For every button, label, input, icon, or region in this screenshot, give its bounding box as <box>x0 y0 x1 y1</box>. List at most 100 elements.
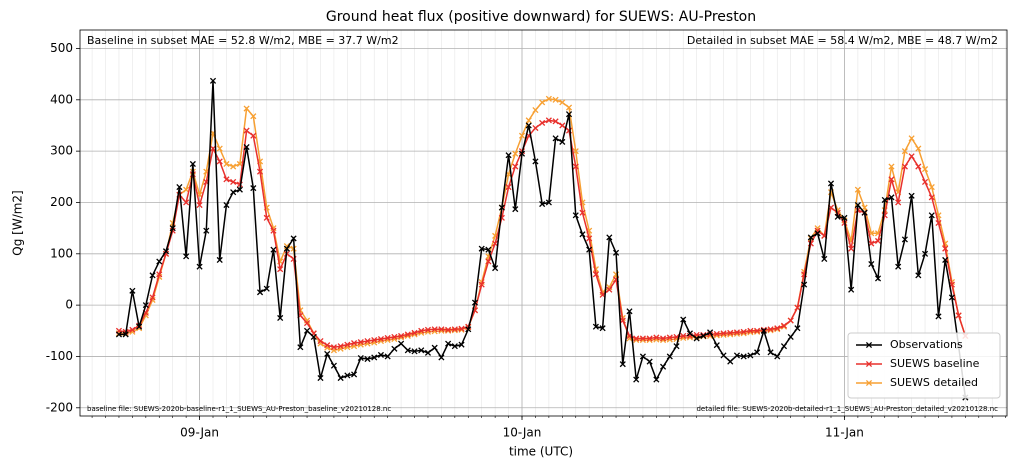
marker <box>653 376 660 383</box>
marker <box>317 337 324 345</box>
marker <box>787 317 794 324</box>
marker <box>921 178 929 185</box>
marker <box>404 331 411 338</box>
marker <box>183 186 190 193</box>
marker <box>357 339 364 346</box>
marker <box>861 209 868 216</box>
marker <box>256 289 264 296</box>
marker <box>525 117 532 124</box>
marker <box>928 194 935 201</box>
marker <box>411 348 418 355</box>
marker <box>579 231 586 238</box>
marker <box>626 308 633 315</box>
marker <box>310 333 317 341</box>
marker <box>377 335 384 343</box>
marker <box>780 343 788 350</box>
marker <box>518 132 526 139</box>
annotation: detailed file: SUEWS-2020b-detailed-r1_1… <box>696 405 998 413</box>
marker <box>740 328 747 335</box>
marker <box>115 331 123 338</box>
marker <box>162 248 170 255</box>
marker <box>774 325 781 332</box>
marker <box>921 250 929 257</box>
marker <box>565 111 573 118</box>
marker <box>438 354 445 361</box>
legend: Observations SUEWS baseline SUEWS detailed <box>847 332 1001 399</box>
marker <box>666 353 673 360</box>
marker <box>149 272 156 279</box>
marker <box>270 227 277 234</box>
marker <box>606 286 613 293</box>
marker <box>324 342 331 349</box>
marker <box>290 235 297 242</box>
marker <box>774 353 781 360</box>
marker <box>801 281 808 288</box>
marker <box>673 343 680 350</box>
marker <box>532 124 539 132</box>
y-axis-label: Qg [W/m2] <box>11 190 25 255</box>
marker <box>122 331 129 338</box>
marker <box>518 150 526 157</box>
marker <box>156 258 163 265</box>
marker <box>223 201 230 209</box>
marker <box>263 285 270 292</box>
marker <box>545 117 552 124</box>
marker <box>243 143 250 151</box>
marker <box>733 352 741 359</box>
marker <box>633 335 640 342</box>
marker <box>908 192 915 199</box>
marker <box>552 118 559 125</box>
marker <box>256 168 264 175</box>
marker <box>525 122 532 129</box>
marker <box>633 376 640 383</box>
marker <box>330 344 337 351</box>
marker <box>646 358 653 365</box>
marker <box>230 178 237 185</box>
plot-frame <box>79 29 1008 417</box>
marker <box>720 330 727 337</box>
annotation: Baseline in subset MAE = 52.8 W/m2, MBE … <box>87 34 399 47</box>
marker <box>707 329 714 336</box>
marker <box>337 374 344 382</box>
marker <box>451 326 458 333</box>
marker <box>156 271 163 278</box>
marker <box>572 148 579 155</box>
marker <box>928 212 935 219</box>
marker <box>780 322 788 329</box>
marker <box>505 184 512 191</box>
marker <box>599 325 606 332</box>
marker <box>680 332 687 339</box>
marker <box>572 212 579 219</box>
x-axis-label: time (UTC) <box>509 445 573 459</box>
marker <box>136 323 143 330</box>
marker <box>767 349 774 356</box>
marker <box>908 153 915 160</box>
marker <box>377 351 384 358</box>
marker <box>371 336 378 344</box>
marker <box>209 77 217 84</box>
marker <box>431 344 438 351</box>
marker <box>586 235 593 242</box>
marker <box>854 186 861 193</box>
legend-marker <box>865 360 873 368</box>
marker <box>263 214 270 221</box>
marker <box>398 340 405 347</box>
marker <box>129 287 136 294</box>
marker <box>861 204 868 211</box>
marker <box>868 261 875 268</box>
marker <box>888 194 895 201</box>
marker <box>196 201 203 209</box>
marker <box>512 150 519 157</box>
marker <box>478 281 485 288</box>
marker <box>492 240 499 247</box>
y-tick-label: 500 <box>50 41 73 55</box>
annotation: baseline file: SUEWS-2020b-baseline-r1_1… <box>87 405 391 413</box>
legend-marker <box>865 341 873 349</box>
marker <box>794 325 801 332</box>
marker <box>794 304 801 311</box>
marker <box>619 361 626 368</box>
y-tick-label: 100 <box>50 246 73 260</box>
x-tick-label: 10-Jan <box>503 426 542 440</box>
marker <box>357 354 364 362</box>
marker <box>559 138 566 145</box>
